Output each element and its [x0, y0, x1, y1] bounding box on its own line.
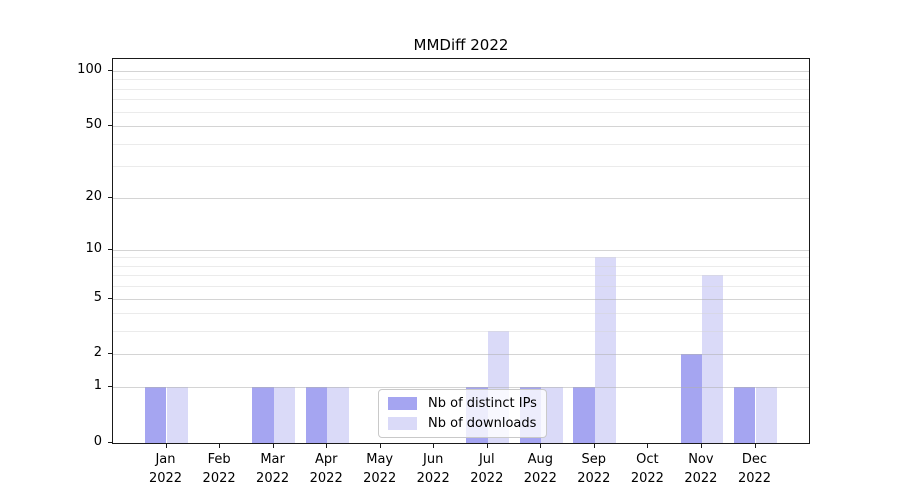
gridline-major-20: [113, 197, 809, 199]
bar-ips-jan: [145, 387, 167, 443]
xtick-mark-may: [379, 444, 381, 448]
legend: Nb of distinct IPs Nb of downloads: [378, 389, 547, 438]
xtick-mark-feb: [219, 444, 221, 448]
xtick-mark-jan: [165, 444, 167, 448]
xtick-mark-apr: [326, 444, 328, 448]
bar-downloads-mar: [273, 387, 295, 443]
gridline-minor-30: [113, 166, 809, 168]
ytick-label-50: 50: [85, 117, 102, 132]
bar-downloads-nov: [701, 275, 724, 443]
bar-ips-sep: [573, 387, 595, 443]
bar-ips-mar: [252, 387, 274, 443]
xtick-label-dec: Dec 2022: [737, 452, 772, 486]
xtick-mark-jul: [486, 444, 488, 448]
gridline-minor-70: [113, 99, 809, 101]
legend-swatch-downloads: [388, 417, 417, 430]
xtick-label-jun: Jun 2022: [416, 452, 450, 486]
bar-downloads-jan: [166, 387, 188, 443]
ytick-label-20: 20: [85, 188, 102, 204]
ytick-mark-20: [108, 196, 112, 198]
ytick-mark-0: [108, 442, 112, 443]
legend-swatch-distinct-ips: [388, 397, 417, 410]
ytick-label-1: 1: [93, 378, 102, 394]
ytick-label-0: 0: [93, 434, 102, 449]
xtick-label-jan: Jan 2022: [148, 452, 183, 486]
ytick-mark-5: [108, 297, 112, 299]
xtick-mark-oct: [647, 444, 649, 448]
bar-downloads-sep: [594, 257, 617, 443]
gridline-major-10: [113, 249, 809, 251]
xtick-mark-mar: [272, 444, 274, 448]
ytick-label-5: 5: [93, 289, 102, 305]
xtick-label-oct: Oct 2022: [630, 452, 664, 486]
gridline-minor-40: [113, 143, 809, 145]
legend-item-distinct-ips: Nb of distinct IPs: [388, 396, 537, 411]
bar-downloads-apr: [327, 387, 349, 443]
gridline-major-50: [113, 126, 809, 127]
gridline-minor-80: [113, 88, 809, 90]
bar-downloads-dec: [755, 387, 777, 443]
plot-area: [112, 58, 810, 444]
legend-label-downloads: Nb of downloads: [428, 416, 537, 431]
gridline-minor-9: [113, 257, 809, 259]
ytick-mark-1: [108, 386, 112, 388]
ytick-mark-100: [108, 69, 112, 71]
xtick-mark-dec: [754, 444, 756, 448]
ytick-mark-50: [108, 125, 112, 126]
xtick-label-mar: Mar 2022: [256, 452, 290, 486]
xtick-mark-nov: [700, 444, 702, 448]
xtick-label-aug: Aug 2022: [523, 452, 557, 486]
xtick-label-feb: Feb 2022: [202, 452, 236, 486]
legend-item-downloads: Nb of downloads: [388, 416, 537, 431]
xtick-mark-aug: [540, 444, 542, 448]
ytick-mark-10: [108, 248, 112, 250]
legend-label-distinct-ips: Nb of distinct IPs: [428, 396, 537, 411]
bar-ips-dec: [734, 387, 756, 443]
xtick-label-sep: Sep 2022: [577, 452, 611, 486]
ytick-label-10: 10: [85, 240, 102, 256]
gridline-minor-8: [113, 265, 809, 267]
gridline-minor-60: [113, 111, 809, 113]
xtick-label-jul: Jul 2022: [470, 452, 504, 486]
ytick-label-2: 2: [93, 345, 102, 361]
xtick-mark-sep: [593, 444, 595, 448]
bar-ips-apr: [305, 387, 328, 443]
gridline-minor-90: [113, 79, 809, 81]
xtick-mark-jun: [433, 444, 435, 448]
ytick-label-100: 100: [77, 61, 102, 77]
xtick-label-may: May 2022: [363, 452, 397, 486]
xtick-label-apr: Apr 2022: [309, 452, 343, 486]
bar-ips-nov: [680, 354, 702, 443]
xtick-label-nov: Nov 2022: [684, 452, 718, 486]
page-title: MMDiff 2022: [413, 36, 509, 54]
ytick-mark-2: [108, 353, 112, 355]
gridline-major-100: [113, 70, 809, 72]
